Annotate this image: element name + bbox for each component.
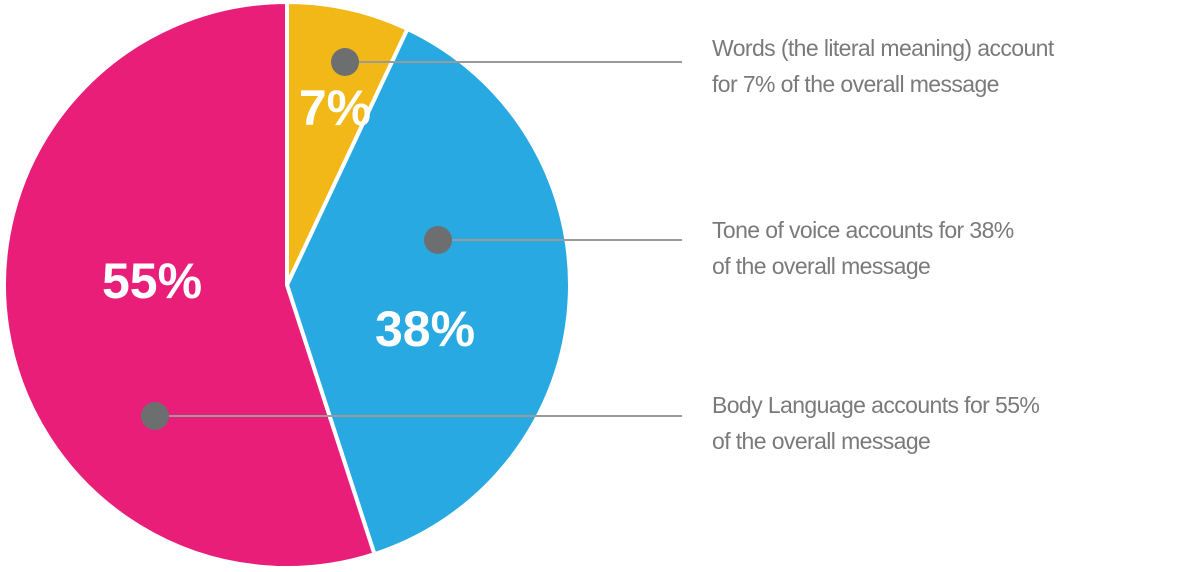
value-label: 55%	[102, 253, 202, 309]
annotation: Words (the literal meaning) account	[712, 35, 1055, 61]
annotation: for 7% of the overall message	[712, 71, 999, 97]
value-label: 7%	[299, 80, 371, 136]
leader-dot	[331, 48, 359, 76]
annotation: Tone of voice accounts for 38%	[712, 217, 1014, 243]
pie-slice	[285, 26, 572, 557]
leader-dot	[424, 226, 452, 254]
pie-slice	[285, 0, 410, 287]
annotation: Body Language accounts for 55%	[712, 392, 1039, 418]
leader-dot	[141, 402, 169, 430]
annotation: of the overall message	[712, 253, 930, 279]
annotation: of the overall message	[712, 428, 930, 454]
value-label: 38%	[375, 301, 475, 357]
pie-slice	[2, 0, 377, 570]
